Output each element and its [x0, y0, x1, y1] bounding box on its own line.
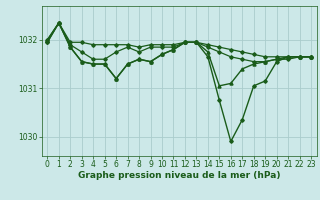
X-axis label: Graphe pression niveau de la mer (hPa): Graphe pression niveau de la mer (hPa)	[78, 171, 280, 180]
